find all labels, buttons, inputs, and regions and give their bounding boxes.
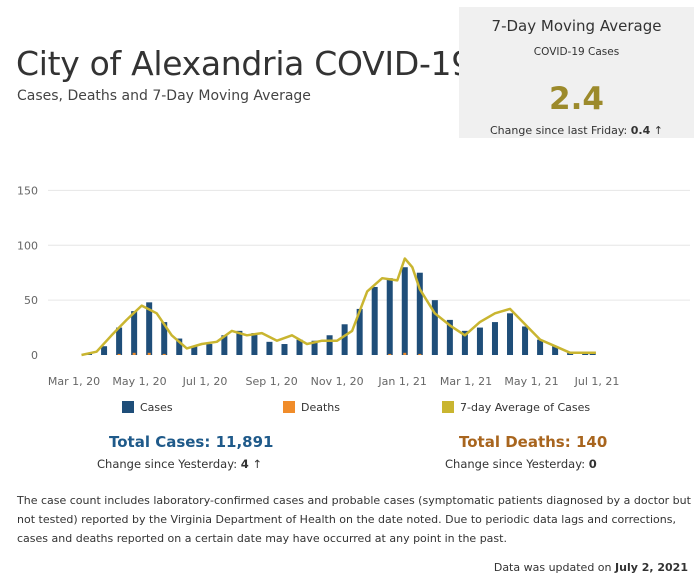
case-bar: [341, 324, 348, 355]
moving-average-card: 7-Day Moving Average COVID-19 Cases 2.4 …: [459, 7, 694, 138]
y-tick-label: 0: [31, 349, 38, 362]
arrow-up-icon: ↑: [653, 124, 663, 137]
cases-change-value: 4: [240, 457, 249, 471]
legend-item-cases[interactable]: Cases: [122, 401, 173, 414]
x-tick-label: May 1, 20: [112, 375, 166, 388]
death-bar: [403, 352, 407, 355]
case-bar: [191, 346, 198, 355]
cases-change-label: Change since Yesterday:: [97, 457, 238, 471]
deaths-change: Change since Yesterday: 0: [445, 457, 597, 471]
x-tick-label: Jul 1, 20: [182, 375, 228, 388]
case-bar: [236, 330, 243, 355]
case-bar: [206, 344, 213, 355]
legend-item-deaths[interactable]: Deaths: [283, 401, 340, 414]
card-change-label: Change since last Friday:: [490, 124, 628, 137]
case-bar: [386, 278, 393, 355]
death-bar: [117, 353, 121, 355]
legend-label-cases: Cases: [140, 401, 173, 414]
case-bar: [176, 338, 183, 355]
x-tick-label: Jan 1, 21: [377, 375, 426, 388]
cases-change: Change since Yesterday: 4 ↑: [97, 457, 262, 471]
y-tick-label: 150: [17, 184, 38, 197]
case-bar: [431, 300, 438, 355]
y-tick-label: 100: [17, 239, 38, 252]
case-bar: [371, 286, 378, 355]
legend-item-average[interactable]: 7-day Average of Cases: [442, 401, 590, 414]
death-bar: [132, 352, 136, 355]
death-bar: [418, 353, 422, 355]
x-tick-label: Mar 1, 21: [440, 375, 492, 388]
x-tick-label: Sep 1, 20: [245, 375, 297, 388]
case-bar: [281, 344, 288, 355]
case-bar: [552, 346, 559, 355]
card-subtitle: COVID-19 Cases: [533, 46, 620, 58]
case-bar: [131, 311, 138, 355]
card-title: 7-Day Moving Average: [491, 17, 662, 35]
death-bar: [162, 353, 166, 355]
case-bar: [356, 308, 363, 355]
legend-label-deaths: Deaths: [301, 401, 340, 414]
case-bar: [522, 326, 529, 355]
case-bar: [507, 313, 514, 355]
page-subtitle: Cases, Deaths and 7-Day Moving Average: [17, 88, 311, 104]
case-bar: [476, 327, 483, 355]
y-tick-label: 50: [24, 294, 38, 307]
legend-swatch-cases: [122, 401, 134, 413]
case-bar: [296, 339, 303, 355]
case-bar: [101, 346, 108, 355]
case-bar: [161, 322, 168, 355]
footnote: The case count includes laboratory-confi…: [17, 494, 691, 545]
case-bar: [266, 341, 273, 355]
x-tick-label: Nov 1, 20: [311, 375, 364, 388]
case-bar: [401, 267, 408, 355]
card-value: 2.4: [549, 81, 604, 117]
case-bar: [116, 327, 123, 355]
deaths-change-value: 0: [588, 457, 597, 471]
updated-date: July 2, 2021: [615, 561, 688, 574]
case-bar: [251, 333, 258, 355]
case-bar: [311, 340, 318, 355]
x-tick-label: May 1, 21: [504, 375, 558, 388]
covid-chart[interactable]: 0 50 100 150 Mar 1, 20 May 1, 20 Jul 1, 20 Sep …: [0, 150, 700, 390]
legend-swatch-deaths: [283, 401, 295, 413]
case-bar: [146, 302, 153, 355]
arrow-up-icon: ↑: [252, 457, 263, 471]
page-title: City of Alexandria COVID-19: [16, 44, 472, 83]
deaths-change-label: Change since Yesterday:: [445, 457, 586, 471]
card-change-value: 0.4: [630, 124, 651, 137]
case-bar: [446, 319, 453, 355]
death-bar: [388, 353, 392, 355]
x-tick-label: Mar 1, 20: [48, 375, 100, 388]
case-bar: [491, 322, 498, 355]
x-tick-label: Jul 1, 21: [574, 375, 620, 388]
case-bar: [326, 335, 333, 355]
total-deaths: Total Deaths: 140: [459, 433, 608, 451]
case-bar: [221, 335, 228, 355]
legend-label-average: 7-day Average of Cases: [460, 401, 591, 414]
total-cases: Total Cases: 11,891: [109, 433, 274, 451]
case-bar: [416, 272, 423, 355]
case-bar: [461, 330, 468, 355]
death-bar: [147, 352, 151, 355]
updated-label: Data was updated on: [493, 561, 612, 574]
card-change: Change since last Friday: 0.4 ↑: [459, 124, 694, 137]
average-line: [81, 257, 596, 357]
updated-note: Data was updated on July 2, 2021: [494, 561, 688, 574]
case-bar: [537, 339, 544, 355]
legend-swatch-average: [442, 401, 454, 413]
